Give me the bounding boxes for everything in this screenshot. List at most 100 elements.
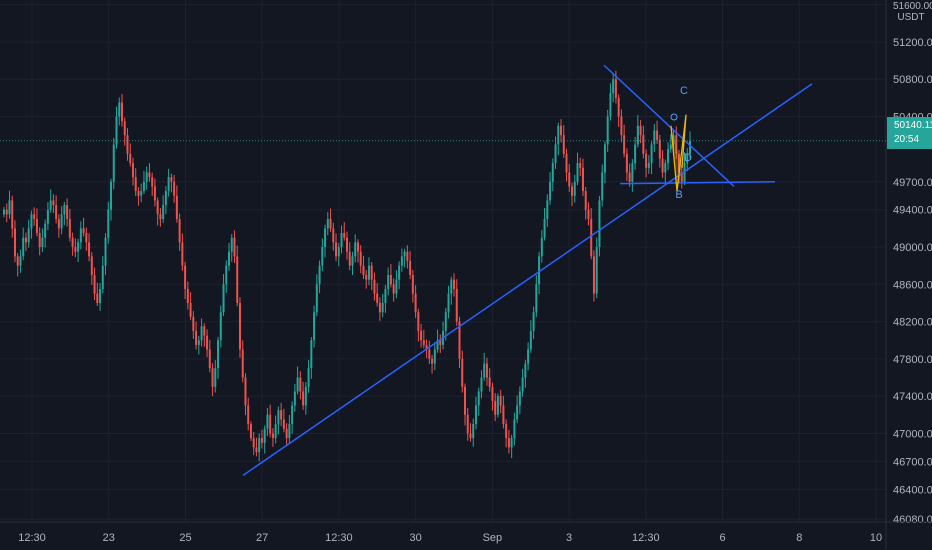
candle-body [656,130,659,140]
candle-body [669,144,672,150]
trendline[interactable] [603,64,735,187]
candle-body [148,172,151,178]
candle-body [335,242,338,257]
candle-body [568,172,571,187]
candle-body [24,237,27,243]
candle-body [233,237,236,257]
candle-body [623,135,626,154]
candle-body [667,149,670,164]
trendline[interactable] [242,83,813,477]
candle-body [592,256,595,294]
candle-body [340,233,343,248]
candle-body [428,349,431,359]
candle-body [450,279,453,294]
candle-body [540,237,543,257]
candle-body [282,419,285,429]
candle-body [557,125,560,145]
candle-body [337,247,340,257]
candle-body [247,405,250,425]
candle-body [131,163,134,178]
harmonic-pattern[interactable] [670,114,687,192]
candle-body [466,414,469,434]
candle-body [74,247,77,252]
candle-body [120,102,123,122]
candle-body [153,186,156,201]
time-tick-label: 25 [179,532,191,544]
price-tick-label: 47000.00 [893,428,932,440]
candle-body [510,438,513,448]
candle-body [104,237,107,266]
candle-body [277,410,280,425]
candle-body [217,340,220,369]
candle-body [351,256,354,266]
candle-body [620,116,623,136]
candle-body [507,438,510,448]
candle-body [502,405,505,425]
candle-body [57,219,60,229]
candle-body [581,167,584,192]
candle-body [628,172,631,182]
candle-body [178,219,181,243]
candle-body [49,200,52,210]
time-tick-label: 3 [566,532,572,544]
candle-body [5,209,8,215]
candle-body [420,330,423,341]
candle-body [631,163,634,182]
candle-body [417,312,420,331]
trendline[interactable] [619,181,776,185]
candle-body [485,363,488,378]
candle-body [228,251,231,266]
candle-body [474,405,477,425]
time-tick-label: 12:30 [325,532,353,544]
candle-body [406,251,409,261]
candle-body [197,340,200,345]
candle-body [293,391,296,406]
candle-body [653,130,656,145]
candle-body [576,163,579,182]
candle-body [463,386,466,415]
candle-body [16,256,19,266]
candle-body [280,410,283,420]
candle-body [560,125,563,136]
candle-body [90,256,93,275]
candle-body [19,256,22,266]
candle-body [255,447,258,453]
candle-body [403,251,406,257]
candle-body [203,326,206,336]
candle-body [77,242,80,252]
candle-body [496,396,499,415]
candle-body [271,433,274,439]
candle-body [524,363,527,378]
candle-body [164,191,167,206]
candle-body [488,377,491,387]
candle-body [329,219,332,229]
candle-body [8,200,11,215]
candle-body [299,377,302,392]
candle-body [85,233,88,243]
candle-body [27,228,30,243]
candle-body [494,400,497,415]
candle-body [55,205,58,220]
candle-body [63,205,66,215]
candle-body [189,302,192,317]
candle-body [469,433,472,439]
candle-body [118,102,121,117]
candle-body [46,209,49,224]
candle-body [241,349,244,378]
candle-body [41,237,44,248]
candle-body [274,424,277,439]
candle-body [79,228,82,243]
candle-body [313,312,316,341]
candle-body [71,237,74,248]
candle-body [565,153,568,173]
candle-body [538,256,541,285]
candle-body [332,228,335,243]
candle-body [82,228,85,234]
candle-body [269,414,272,434]
candle-body [137,191,140,196]
candle-body [587,209,590,220]
candle-body [365,274,368,280]
